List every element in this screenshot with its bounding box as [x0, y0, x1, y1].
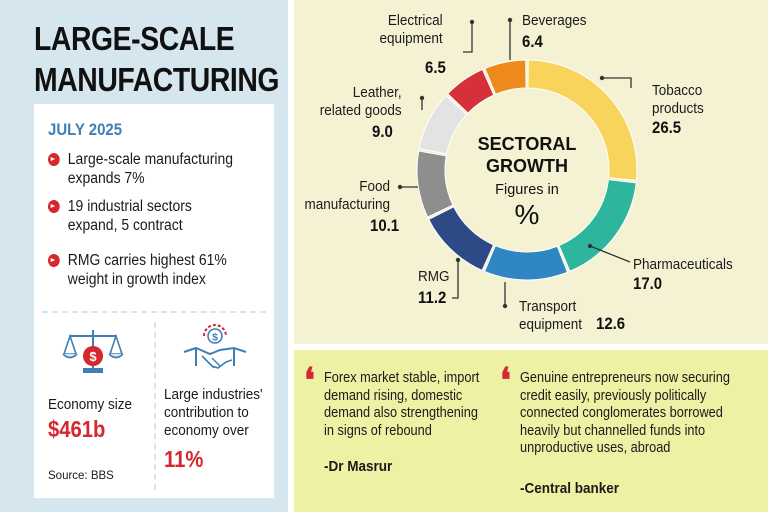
chart-title-line-2: GROWTH [486, 156, 568, 176]
bullet-text: Large-scale manufacturing expands 7% [67, 151, 233, 187]
bullet-arrow-icon [48, 200, 60, 213]
leader-dot [397, 184, 403, 190]
quote-1-text: Forex market stable, import demand risin… [324, 370, 480, 439]
chart-title-line-1: SECTORAL [478, 134, 577, 154]
economy-size-value: $461b [48, 416, 106, 442]
bullet-1: Large-scale manufacturing expands 7% [48, 150, 255, 188]
slice-label-pharma: Pharmaceuticals [633, 256, 733, 273]
slice-label-tobacco: Tobacco products [652, 82, 704, 117]
slice-label-beverages: Beverages [522, 12, 587, 29]
slice-label-food: Food manufacturing [304, 178, 390, 213]
bullet-text: RMG carries highest 61% weight in growth… [67, 252, 227, 288]
divider-vertical [154, 322, 156, 490]
leader-pharma [589, 245, 631, 263]
leader-tobacco [602, 77, 632, 88]
donut-slice-electrical-equipment [447, 68, 495, 114]
quote-mark-icon: ❛ [304, 361, 315, 401]
slice-value-leather: 9.0 [372, 122, 393, 141]
title-line-2: MANUFACTURING [34, 61, 280, 98]
summary-card: JULY 2025 Large-scale manufacturing expa… [34, 104, 274, 498]
bullet-arrow-icon [48, 254, 60, 267]
chart-subtitle: Figures in [495, 182, 559, 198]
leader-dot [502, 303, 508, 309]
slice-value-beverages: 6.4 [522, 32, 543, 51]
donut-slice-tobacco-products [527, 59, 638, 181]
economy-size-label: Economy size [48, 396, 133, 413]
slice-label-rmg: RMG [418, 268, 450, 285]
left-panel: LARGE-SCALE MANUFACTURING JULY 2025 Larg… [0, 0, 288, 512]
divider-horizontal [42, 311, 266, 313]
source-note: Source: BBS [48, 470, 114, 482]
leader-rmg [452, 260, 459, 299]
contribution-value: 11% [164, 446, 204, 472]
slice-label-electrical: Electrical equipment [379, 12, 443, 47]
donut-slice-beverages [484, 59, 527, 95]
donut-slice-pharmaceuticals [558, 179, 637, 272]
quote-1-attribution: -Dr Masrur [324, 458, 393, 475]
chart-unit: % [515, 199, 540, 230]
leader-electrical [463, 22, 473, 53]
quote-2-attribution: -Central banker [520, 480, 620, 497]
svg-text:$: $ [212, 333, 218, 344]
slice-value-food: 10.1 [370, 216, 400, 235]
title-line-1: LARGE-SCALE [34, 20, 235, 57]
donut-slice-rmg [428, 206, 495, 272]
slice-label-leather: Leather, related goods [319, 84, 402, 119]
slice-value-rmg: 11.2 [418, 288, 447, 307]
chart-panel [294, 0, 768, 344]
page-title: LARGE-SCALE MANUFACTURING [34, 18, 280, 100]
period-label: JULY 2025 [48, 120, 123, 139]
donut-slice-leather-related-goods [418, 94, 468, 155]
leader-dot [469, 19, 475, 25]
leader-dot [599, 75, 605, 81]
slice-value-tobacco: 26.5 [652, 118, 682, 137]
scale-icon: $ [62, 330, 124, 373]
donut-slice-transport-equipment [483, 244, 569, 281]
bullet-3: RMG carries highest 61% weight in growth… [48, 251, 255, 289]
bullet-text: 19 industrial sectors expand, 5 contract [67, 198, 192, 234]
slice-value-pharma: 17.0 [633, 274, 663, 293]
leader-dot [507, 17, 513, 23]
slice-value-transport: 12.6 [596, 314, 626, 333]
quotes-panel: ❛ Forex market stable, import demand ris… [294, 350, 768, 512]
contribution-label: Large industries' contribution to econom… [164, 386, 263, 439]
donut-slice-food-manufacturing [416, 150, 454, 218]
leader-dot [587, 243, 593, 249]
slice-value-electrical: 6.5 [425, 58, 446, 77]
quote-mark-icon: ❛ [500, 361, 511, 401]
bullet-arrow-icon [48, 153, 60, 166]
svg-text:$: $ [89, 349, 97, 364]
slice-label-transport: Transport equipment [519, 298, 583, 333]
bullet-2: 19 industrial sectors expand, 5 contract [48, 197, 255, 235]
handshake-icon: $ [183, 324, 247, 369]
quote-2-text: Genuine entrepreneurs now securing credi… [520, 370, 730, 456]
leader-dot [455, 257, 461, 263]
leader-dot [419, 95, 425, 101]
